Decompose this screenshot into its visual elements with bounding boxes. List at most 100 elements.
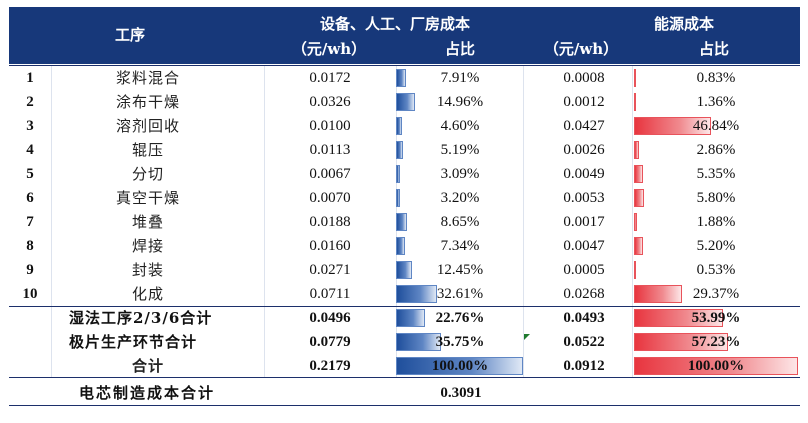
header-process: 工序 bbox=[114, 26, 146, 44]
energy-cost: 0.0008 bbox=[563, 70, 605, 86]
equipment-cost: 0.0160 bbox=[309, 238, 351, 254]
energy-ratio: 57.23% bbox=[691, 334, 741, 350]
header-unit-2: （元/wh） bbox=[543, 40, 619, 58]
energy-ratio: 5.35% bbox=[696, 166, 736, 182]
energy-cost: 0.0427 bbox=[563, 118, 605, 134]
equipment-cost: 0.0779 bbox=[309, 334, 351, 350]
row-separator bbox=[9, 306, 800, 307]
row-separator bbox=[9, 405, 800, 406]
table-row: 1 浆料混合 0.0172 7.91% 0.0008 0.83% bbox=[9, 66, 800, 90]
comment-marker-icon bbox=[524, 334, 530, 340]
table-row: 2 涂布干燥 0.0326 14.96% 0.0012 1.36% bbox=[9, 90, 800, 114]
energy-ratio: 0.83% bbox=[696, 70, 736, 86]
energy-ratio: 1.36% bbox=[696, 94, 736, 110]
equipment-cost: 0.0172 bbox=[309, 70, 351, 86]
ratio-bar-equipment bbox=[396, 141, 403, 159]
ratio-bar-energy bbox=[634, 117, 711, 135]
subtotal-row: 极片生产环节合计 0.0779 35.75% 0.0522 57.23% bbox=[9, 330, 800, 354]
row-separator bbox=[9, 65, 800, 66]
energy-ratio: 0.53% bbox=[696, 262, 736, 278]
ratio-bar-energy bbox=[634, 333, 728, 351]
equipment-ratio: 14.96% bbox=[436, 94, 484, 110]
equipment-cost: 0.0067 bbox=[309, 166, 351, 182]
ratio-bar-equipment bbox=[396, 117, 402, 135]
process-name: 浆料混合 bbox=[115, 69, 180, 87]
ratio-bar-equipment bbox=[396, 69, 406, 87]
energy-ratio: 53.99% bbox=[691, 310, 741, 326]
header-ratio-1: 占比 bbox=[444, 40, 476, 58]
table-row: 10 化成 0.0711 32.61% 0.0268 29.37% bbox=[9, 282, 800, 306]
energy-cost: 0.0268 bbox=[563, 286, 605, 302]
energy-ratio: 5.80% bbox=[696, 190, 736, 206]
ratio-bar-energy bbox=[634, 357, 798, 375]
energy-cost: 0.0017 bbox=[563, 214, 605, 230]
column-gridline bbox=[264, 66, 265, 378]
grand-total-value: 0.3091 bbox=[440, 385, 482, 401]
subtotal-name: 极片生产环节合计 bbox=[69, 333, 198, 351]
column-gridline bbox=[51, 66, 52, 378]
equipment-cost: 0.0113 bbox=[309, 142, 351, 158]
ratio-bar-energy bbox=[634, 93, 636, 111]
equipment-cost: 0.0188 bbox=[309, 214, 351, 230]
table-row: 8 焊接 0.0160 7.34% 0.0047 5.20% bbox=[9, 234, 800, 258]
ratio-bar-energy bbox=[634, 165, 643, 183]
row-number: 9 bbox=[26, 262, 34, 278]
energy-ratio: 1.88% bbox=[696, 214, 736, 230]
process-name: 真空干燥 bbox=[115, 189, 180, 207]
ratio-bar-energy bbox=[634, 261, 636, 279]
process-name: 分切 bbox=[131, 165, 164, 183]
subtotal-name: 合计 bbox=[131, 357, 164, 375]
energy-cost: 0.0047 bbox=[563, 238, 605, 254]
ratio-bar-equipment bbox=[396, 309, 425, 327]
energy-cost: 0.0493 bbox=[563, 310, 605, 326]
table-row: 4 辊压 0.0113 5.19% 0.0026 2.86% bbox=[9, 138, 800, 162]
equipment-ratio: 5.19% bbox=[440, 142, 480, 158]
row-number: 6 bbox=[26, 190, 34, 206]
subtotal-name: 湿法工序2/3/6合计 bbox=[69, 309, 213, 327]
energy-cost: 0.0522 bbox=[563, 334, 605, 350]
equipment-ratio: 7.91% bbox=[440, 70, 480, 86]
equipment-ratio: 7.34% bbox=[440, 238, 480, 254]
grand-total-label: 电芯制造成本合计 bbox=[79, 384, 216, 402]
row-number: 3 bbox=[26, 118, 34, 134]
ratio-bar-energy bbox=[634, 309, 723, 327]
row-number: 8 bbox=[26, 238, 34, 254]
grand-total-row: 电芯制造成本合计 0.3091 bbox=[9, 380, 800, 406]
equipment-ratio: 22.76% bbox=[435, 310, 485, 326]
row-number: 5 bbox=[26, 166, 34, 182]
table-header: 工序 设备、人工、厂房成本 能源成本 （元/wh） 占比 （元/wh） 占比 bbox=[9, 7, 800, 64]
energy-cost: 0.0026 bbox=[563, 142, 605, 158]
equipment-ratio: 3.20% bbox=[440, 190, 480, 206]
energy-cost: 0.0005 bbox=[563, 262, 605, 278]
ratio-bar-energy bbox=[634, 141, 639, 159]
equipment-ratio: 35.75% bbox=[435, 334, 485, 350]
table-row: 7 堆叠 0.0188 8.65% 0.0017 1.88% bbox=[9, 210, 800, 234]
energy-cost: 0.0912 bbox=[563, 358, 605, 374]
ratio-bar-equipment bbox=[396, 261, 412, 279]
energy-cost: 0.0012 bbox=[563, 94, 605, 110]
equipment-ratio: 100.00% bbox=[431, 358, 489, 374]
ratio-bar-energy bbox=[634, 237, 643, 255]
energy-ratio: 2.86% bbox=[696, 142, 736, 158]
process-name: 溶剂回收 bbox=[115, 117, 180, 135]
equipment-ratio: 12.45% bbox=[436, 262, 484, 278]
ratio-bar-equipment bbox=[396, 165, 400, 183]
ratio-bar-equipment bbox=[396, 333, 441, 351]
equipment-cost: 0.0271 bbox=[309, 262, 351, 278]
equipment-ratio: 32.61% bbox=[436, 286, 484, 302]
row-number: 10 bbox=[22, 286, 38, 302]
ratio-bar-energy bbox=[634, 213, 637, 231]
ratio-bar-energy bbox=[634, 285, 682, 303]
row-number: 4 bbox=[26, 142, 34, 158]
energy-cost: 0.0049 bbox=[563, 166, 605, 182]
process-name: 焊接 bbox=[131, 237, 164, 255]
equipment-cost: 0.0496 bbox=[309, 310, 351, 326]
column-gridline bbox=[523, 66, 524, 378]
energy-ratio: 29.37% bbox=[692, 286, 740, 302]
ratio-bar-equipment bbox=[396, 357, 523, 375]
energy-ratio: 5.20% bbox=[696, 238, 736, 254]
equipment-cost: 0.0070 bbox=[309, 190, 351, 206]
equipment-cost: 0.0711 bbox=[309, 286, 351, 302]
subtotal-row: 合计 0.2179 100.00% 0.0912 100.00% bbox=[9, 354, 800, 378]
equipment-ratio: 8.65% bbox=[440, 214, 480, 230]
